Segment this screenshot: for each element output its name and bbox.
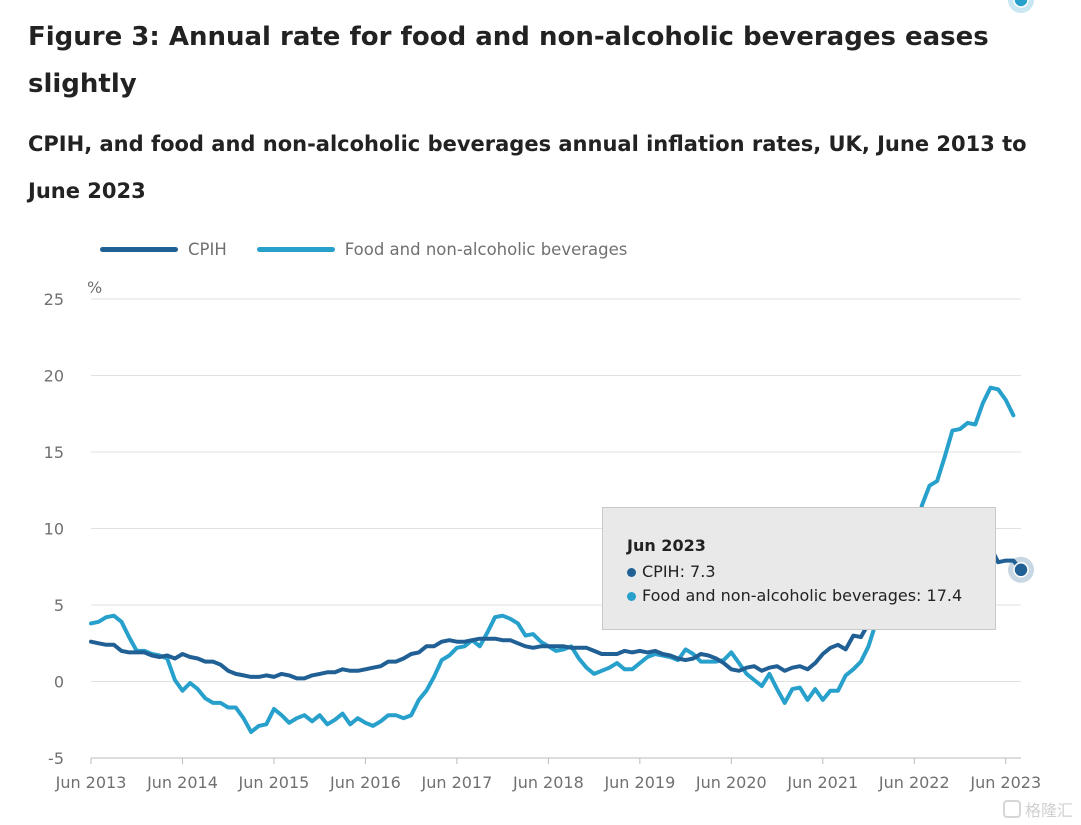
- y-tick-label: 15: [44, 443, 64, 462]
- y-tick-label: 20: [44, 367, 64, 386]
- legend-item-food[interactable]: Food and non-alcoholic beverages: [256, 239, 628, 259]
- chart-subtitle: CPIH, and food and non-alcoholic beverag…: [28, 132, 1027, 203]
- y-axis-unit-label: %: [87, 278, 102, 297]
- watermark-text: 格隆汇: [1024, 801, 1073, 820]
- tooltip-value-food: Food and non-alcoholic beverages: 17.4: [642, 586, 963, 605]
- series-line-food: [89, 385, 1016, 734]
- x-tick-label: Jun 2020: [695, 773, 767, 792]
- chart-legend: CPIH Food and non-alcoholic beverages: [100, 236, 657, 262]
- legend-item-cpih[interactable]: CPIH: [100, 240, 227, 259]
- figure-title: Figure 3: Annual rate for food and non-a…: [28, 22, 989, 99]
- x-tick-label: Jun 2015: [238, 773, 310, 792]
- y-axis: -5 0 5 10 15 20 25: [44, 290, 64, 768]
- y-tick-label: -5: [48, 749, 64, 768]
- tooltip-row-food: Food and non-alcoholic beverages: 17.4: [627, 584, 995, 608]
- x-axis: Jun 2013 Jun 2014 Jun 2015 Jun 2016 Jun 2017…: [55, 757, 1041, 792]
- x-tick-label: Jun 2018: [512, 773, 584, 792]
- x-tick-label: Jun 2016: [329, 773, 401, 792]
- legend-label-food: Food and non-alcoholic beverages: [344, 239, 628, 259]
- marker-point-food[interactable]: [1013, 0, 1029, 8]
- y-tick-label: 25: [44, 290, 64, 309]
- tooltip-dot-cpih: [627, 567, 636, 577]
- tooltip-dot-food: [627, 591, 636, 601]
- legend-swatch-cpih: [100, 246, 178, 252]
- x-tick-label: Jun 2017: [420, 773, 492, 792]
- watermark-logo-icon: [1002, 800, 1021, 818]
- tooltip-value-cpih: CPIH: 7.3: [642, 562, 716, 581]
- legend-label-cpih: CPIH: [188, 239, 227, 259]
- watermark: 格隆汇: [1002, 797, 1073, 821]
- x-tick-label: Jun 2014: [146, 773, 218, 792]
- y-tick-label: 10: [44, 520, 64, 539]
- hover-markers[interactable]: [1008, 0, 1034, 583]
- marker-point-cpih[interactable]: [1013, 562, 1029, 578]
- legend-swatch-food: [256, 246, 335, 252]
- x-tick-label: Jun 2019: [603, 773, 675, 792]
- y-tick-label: 5: [54, 596, 64, 615]
- x-tick-label: Jun 2021: [786, 773, 858, 792]
- x-tick-label: Jun 2013: [55, 773, 127, 792]
- tooltip-title: Jun 2023: [627, 536, 706, 555]
- y-tick-label: 0: [54, 673, 64, 692]
- chart-tooltip: Jun 2023 CPIH: 7.3 Food and non-alcoholi…: [602, 507, 996, 630]
- tooltip-row-cpih: CPIH: 7.3: [627, 560, 995, 584]
- x-tick-label: Jun 2023: [969, 773, 1041, 792]
- x-tick-label: Jun 2022: [878, 773, 950, 792]
